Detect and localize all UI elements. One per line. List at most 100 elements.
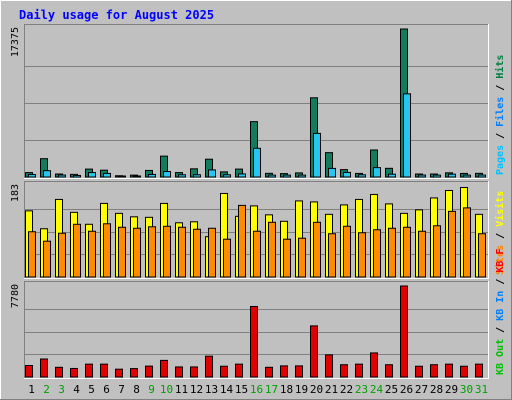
x-tick-label: 31 <box>475 383 488 396</box>
hits-bar-files <box>118 175 126 178</box>
visits-bar-sites <box>433 225 441 278</box>
x-tick-label: 29 <box>445 383 458 396</box>
visits-bar-sites <box>388 227 396 278</box>
chart-panels: 17375 Pages / Files / Hits 183 Sites / Visi… <box>10 24 506 379</box>
visits-bar-sites <box>403 226 411 278</box>
x-tick-label: 4 <box>73 383 80 396</box>
legend-hits: Pages / Files / Hits <box>494 55 506 175</box>
x-tick-label: 11 <box>175 383 188 396</box>
x-tick-label: 23 <box>355 383 368 396</box>
kbytes-bar-kb-f <box>355 363 363 378</box>
legend-kbytes: KB Out / KB In / KB F <box>495 249 506 375</box>
legend-item: Sites <box>494 245 506 275</box>
legend-item: Hits <box>494 55 506 79</box>
panel-visits: 183 Sites / Visits <box>10 181 506 279</box>
y-max-label: 17375 <box>10 27 21 57</box>
x-tick-label: 1 <box>28 383 35 396</box>
legend-separator: / <box>495 321 506 339</box>
kbytes-bar-kb-f <box>145 365 153 378</box>
kbytes-bar-kb-f <box>340 364 348 378</box>
hits-bar-files <box>148 173 156 178</box>
legend-separator: / <box>495 273 506 291</box>
svg-text:Sites / Visits: Sites / Visits <box>494 191 506 275</box>
hits-bar-files <box>448 173 456 178</box>
hits-bar-files <box>103 172 111 178</box>
hits-bar-files <box>133 175 141 178</box>
hits-bar-files <box>238 173 246 178</box>
kbytes-bar-kb-f <box>130 368 138 378</box>
x-tick-label: 20 <box>310 383 323 396</box>
kbytes-bar-kb-f <box>175 366 183 378</box>
hits-bar-files <box>418 174 426 178</box>
visits-bar-sites <box>418 230 426 278</box>
hits-bar-files <box>343 171 351 178</box>
visits-bar-sites <box>193 228 201 278</box>
visits-bar-sites <box>478 233 486 278</box>
y-max-label: 183 <box>10 184 21 202</box>
hits-bar-files <box>58 174 66 178</box>
hits-bar-files <box>178 174 186 178</box>
visits-bar-sites <box>223 238 231 278</box>
hits-bar-files <box>463 174 471 178</box>
panel-kbytes: 7780 KB Out / KB In / KB F <box>10 249 506 379</box>
kbytes-bar-kb-f <box>250 305 258 378</box>
hits-bar-files <box>268 174 276 178</box>
x-tick-label: 7 <box>118 383 125 396</box>
x-tick-label: 9 <box>148 383 155 396</box>
kbytes-bar-kb-f <box>265 366 273 378</box>
kbytes-bar-kb-f <box>85 363 93 378</box>
kbytes-bar-kb-f <box>70 367 78 378</box>
x-tick-label: 13 <box>205 383 218 396</box>
hits-bar-files <box>208 169 216 178</box>
visits-bar-sites <box>448 210 456 278</box>
legend-separator: / <box>495 227 506 245</box>
hits-bar-files <box>163 171 171 178</box>
kbytes-bar-kb-f <box>190 366 198 378</box>
kbytes-bar-kb-f <box>310 325 318 378</box>
visits-bar-sites <box>58 232 66 278</box>
kbytes-bar-kb-f <box>295 365 303 378</box>
hits-bar-files <box>328 167 336 178</box>
visits-bar-sites <box>28 231 36 278</box>
kbytes-bar-kb-f <box>370 352 378 378</box>
x-tick-label: 8 <box>133 383 140 396</box>
hits-bar-files <box>313 132 321 178</box>
kbytes-bar-kb-f <box>40 358 48 378</box>
hits-bar-files <box>373 167 381 178</box>
visits-bar-sites <box>328 233 336 278</box>
x-tick-label: 30 <box>460 383 473 396</box>
kbytes-bar-kb-f <box>385 364 393 378</box>
x-tick-label: 25 <box>385 383 398 396</box>
kbytes-bar-kb-f <box>325 354 333 378</box>
x-tick-label: 2 <box>43 383 50 396</box>
x-tick-label: 15 <box>235 383 248 396</box>
hits-bar-files <box>388 173 396 178</box>
x-tick-label: 6 <box>103 383 110 396</box>
x-tick-label: 22 <box>340 383 353 396</box>
kbytes-bar-kb-f <box>445 363 453 378</box>
legend-item: KB Out <box>495 339 506 375</box>
kbytes-bar-kb-f <box>220 365 228 378</box>
hits-bar-files <box>88 172 96 178</box>
legend-item: KB In <box>495 291 506 321</box>
legend-separator: / <box>495 127 506 145</box>
kbytes-bar-kb-f <box>430 364 438 378</box>
visits-bar-sites <box>268 221 276 278</box>
legend-item: Pages <box>495 145 506 175</box>
kbytes-bar-kb-f <box>100 363 108 378</box>
x-tick-label: 18 <box>280 383 293 396</box>
hits-bar-files <box>478 174 486 178</box>
legend-item: Files <box>494 97 506 127</box>
visits-bar-sites <box>88 230 96 278</box>
chart-title: Daily usage for August 2025 <box>19 8 214 22</box>
legend-separator: / <box>495 79 506 97</box>
legend-item: Visits <box>494 191 506 227</box>
x-axis: 1 2 3 4 5 6 7 8 9 10 11 12 13 14 15 16 17 18 19 20 21 22 23 24 2… <box>28 383 488 396</box>
hits-bar-files <box>253 147 261 178</box>
hits-bar-files <box>28 174 36 178</box>
kbytes-bar-kb-f <box>205 355 213 378</box>
x-tick-label: 17 <box>265 383 278 396</box>
hits-bar-files <box>43 170 51 178</box>
